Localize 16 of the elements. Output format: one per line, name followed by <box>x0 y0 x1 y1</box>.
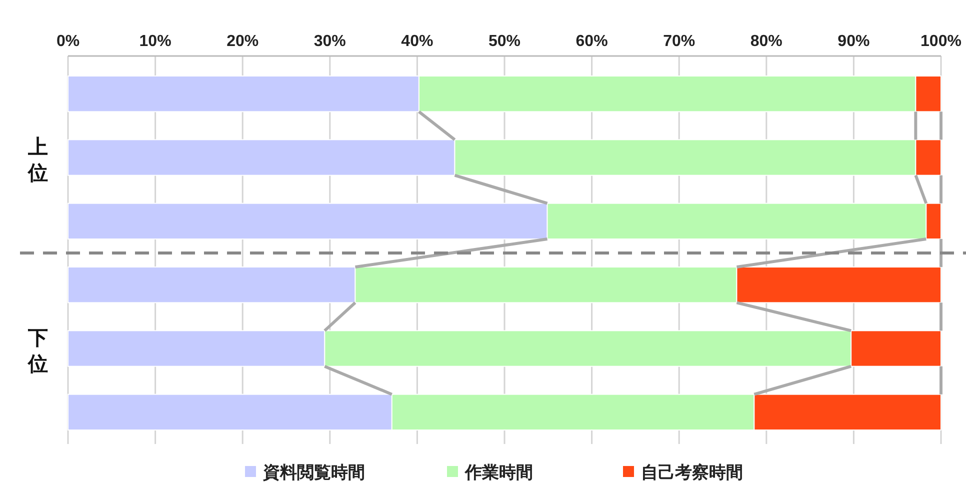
x-tick-label: 10% <box>139 33 172 50</box>
text: 下位 <box>27 328 48 376</box>
legend-label: 資料閲覧時間 <box>262 463 365 482</box>
x-tick-label: 100% <box>920 33 962 50</box>
x-tick-label: 90% <box>838 33 870 50</box>
x-tick-label: 50% <box>488 33 521 50</box>
x-tick-label: 80% <box>750 33 782 50</box>
legend-label: 作業時間 <box>464 463 533 482</box>
x-tick-label: 30% <box>314 33 346 50</box>
x-tick-label: 60% <box>576 33 608 50</box>
x-tick-label: 20% <box>226 33 259 50</box>
x-tick-label: 70% <box>663 33 696 50</box>
text: 上位 <box>27 136 48 184</box>
x-tick-label: 0% <box>56 33 80 50</box>
x-tick-label: 40% <box>401 33 434 50</box>
legend-label: 自己考察時間 <box>641 463 743 482</box>
